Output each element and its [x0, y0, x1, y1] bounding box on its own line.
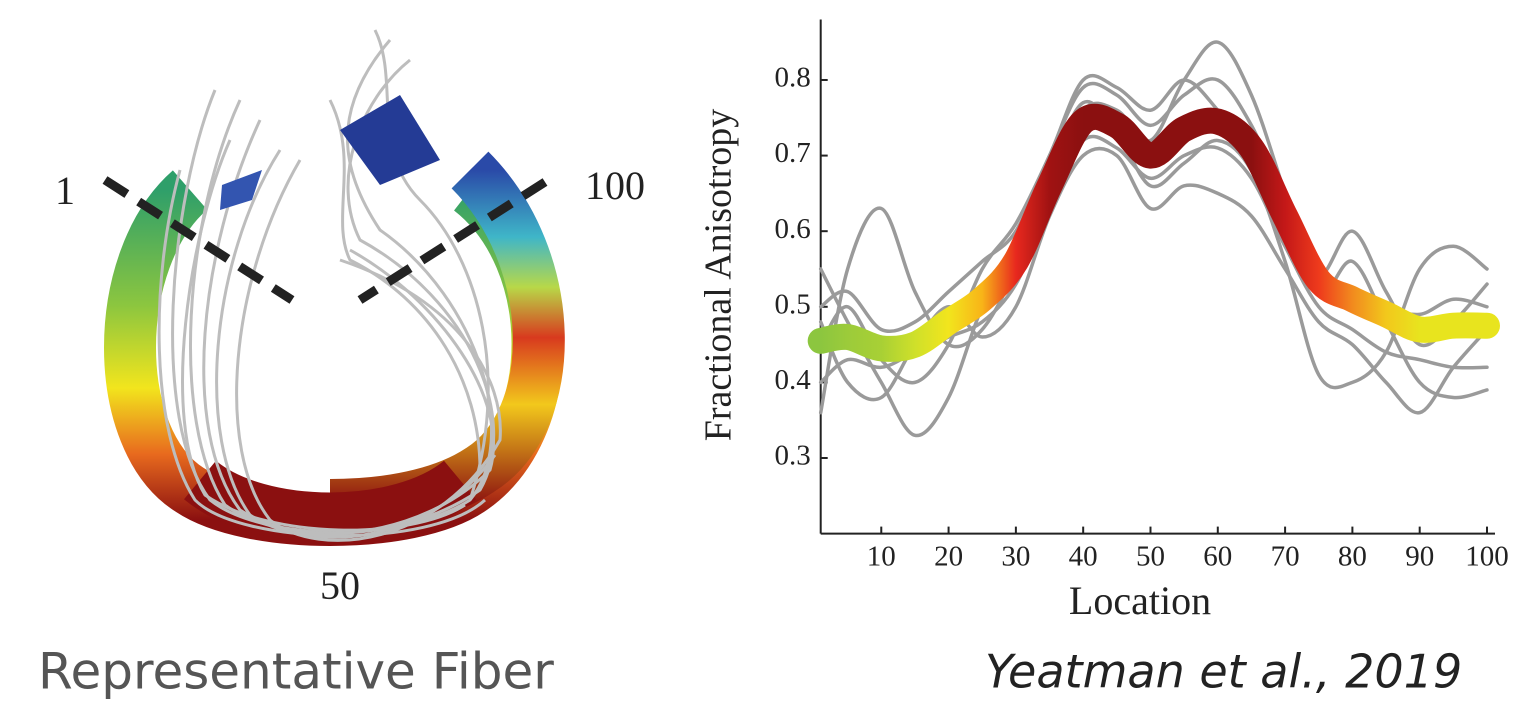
chart: Location Fractional Anisotropy 10 20 30 40 5… — [698, 19, 1509, 623]
fiber-illustration: 1 100 50 Representative Fiber — [38, 29, 645, 701]
x-tick-label: 30 — [1001, 540, 1030, 572]
x-tick-label: 10 — [867, 540, 896, 572]
start-label: 1 — [55, 168, 75, 213]
x-tick-label: 80 — [1338, 540, 1367, 572]
fibers — [157, 29, 502, 542]
y-tick-label: 0.6 — [774, 213, 810, 245]
x-tick-label: 20 — [934, 540, 963, 572]
y-tick-label: 0.4 — [774, 364, 811, 396]
y-tick-label: 0.8 — [774, 62, 810, 94]
ring-bottom — [184, 459, 476, 543]
citation: Yeatman et al., 2019 — [985, 645, 1462, 699]
x-tick-label: 70 — [1271, 540, 1300, 572]
blue-patch — [220, 170, 262, 210]
end-label: 100 — [585, 163, 645, 208]
dashed-cut — [357, 178, 548, 304]
subject-line — [818, 73, 1489, 385]
x-tick-label: 40 — [1069, 540, 1098, 572]
y-tick-label: 0.3 — [774, 440, 810, 472]
ring-right — [329, 151, 565, 531]
caption: Representative Fiber — [38, 643, 554, 701]
blue-patch — [340, 95, 440, 185]
middle-label: 50 — [320, 563, 360, 608]
subject-line — [818, 40, 1489, 415]
x-tick-label: 90 — [1405, 540, 1434, 572]
x-tick-label: 100 — [1465, 540, 1509, 572]
y-tick-label: 0.7 — [774, 137, 810, 169]
y-tick-label: 0.5 — [774, 288, 810, 320]
x-tick-label: 60 — [1203, 540, 1232, 572]
dashed-cut — [102, 176, 295, 304]
mean-line — [807, 103, 1500, 362]
y-axis-label: Fractional Anisotropy — [698, 109, 740, 441]
x-axis-label: Location — [1069, 578, 1211, 623]
x-tick-label: 50 — [1136, 540, 1165, 572]
